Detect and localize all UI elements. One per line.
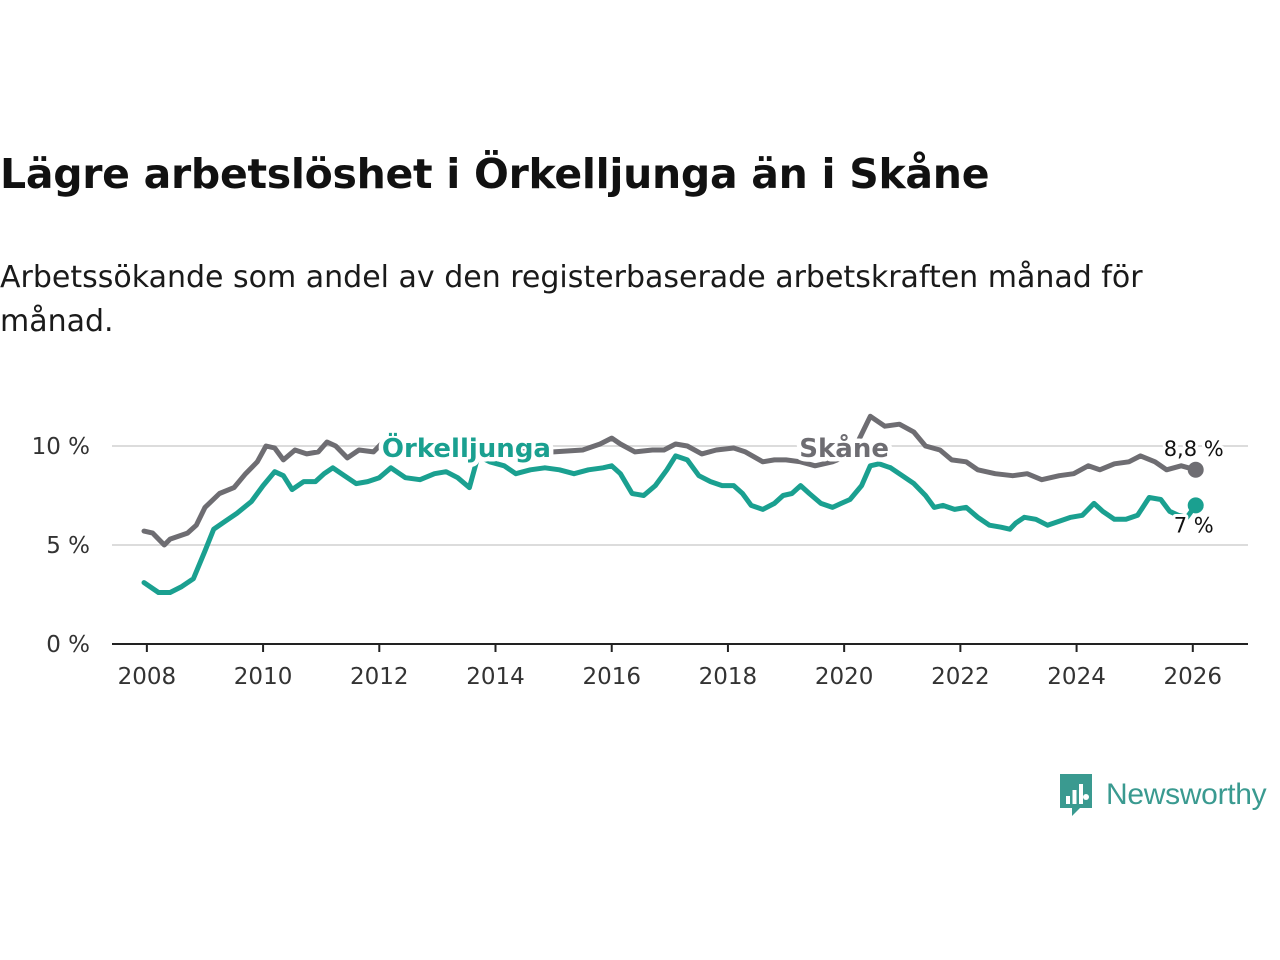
- series-label: Skåne: [799, 432, 889, 464]
- brand-logo[interactable]: Newsworthy: [1058, 772, 1267, 818]
- x-tick-label: 2022: [931, 664, 990, 690]
- x-tick-label: 2026: [1164, 664, 1223, 690]
- y-tick-label: 5 %: [46, 533, 90, 559]
- end-point-marker: [1187, 461, 1204, 478]
- x-tick-label: 2020: [815, 664, 874, 690]
- x-tick-label: 2012: [350, 664, 409, 690]
- end-value-label: 7 %: [1174, 513, 1214, 537]
- series-label: Örkelljunga: [382, 431, 551, 464]
- x-tick-label: 2018: [699, 664, 758, 690]
- series-line-orkelljunga: [141, 453, 1199, 595]
- end-value-label: 8,8 %: [1164, 437, 1224, 461]
- end-point-marker: [1187, 497, 1204, 514]
- labels: Örkelljunga Skåne 8,8 % 7 %: [377, 426, 1226, 540]
- line-chart: 0 % 5 % 10 % 2008 2010 2012 2014 2016 2018 2020 20…: [32, 413, 1248, 690]
- series-line-skane: [141, 413, 1199, 548]
- y-tick-label: 0 %: [46, 632, 90, 658]
- x-tick-label: 2024: [1047, 664, 1106, 690]
- y-tick-label: 10 %: [32, 434, 90, 460]
- newsworthy-logo-icon: [1060, 774, 1092, 816]
- chart-subtitle: Arbetssökande som andel av den registerb…: [0, 260, 1143, 339]
- x-tick-label: 2008: [118, 664, 177, 690]
- x-tick-label: 2010: [234, 664, 293, 690]
- chart-title: Lägre arbetslöshet i Örkelljunga än i Sk…: [0, 150, 990, 198]
- axes: 0 % 5 % 10 % 2008 2010 2012 2014 2016 2018 2020 20…: [32, 434, 1248, 690]
- x-tick-label: 2014: [466, 664, 525, 690]
- brand-name: Newsworthy: [1106, 778, 1267, 811]
- series-lines: [141, 413, 1204, 595]
- x-tick-label: 2016: [582, 664, 641, 690]
